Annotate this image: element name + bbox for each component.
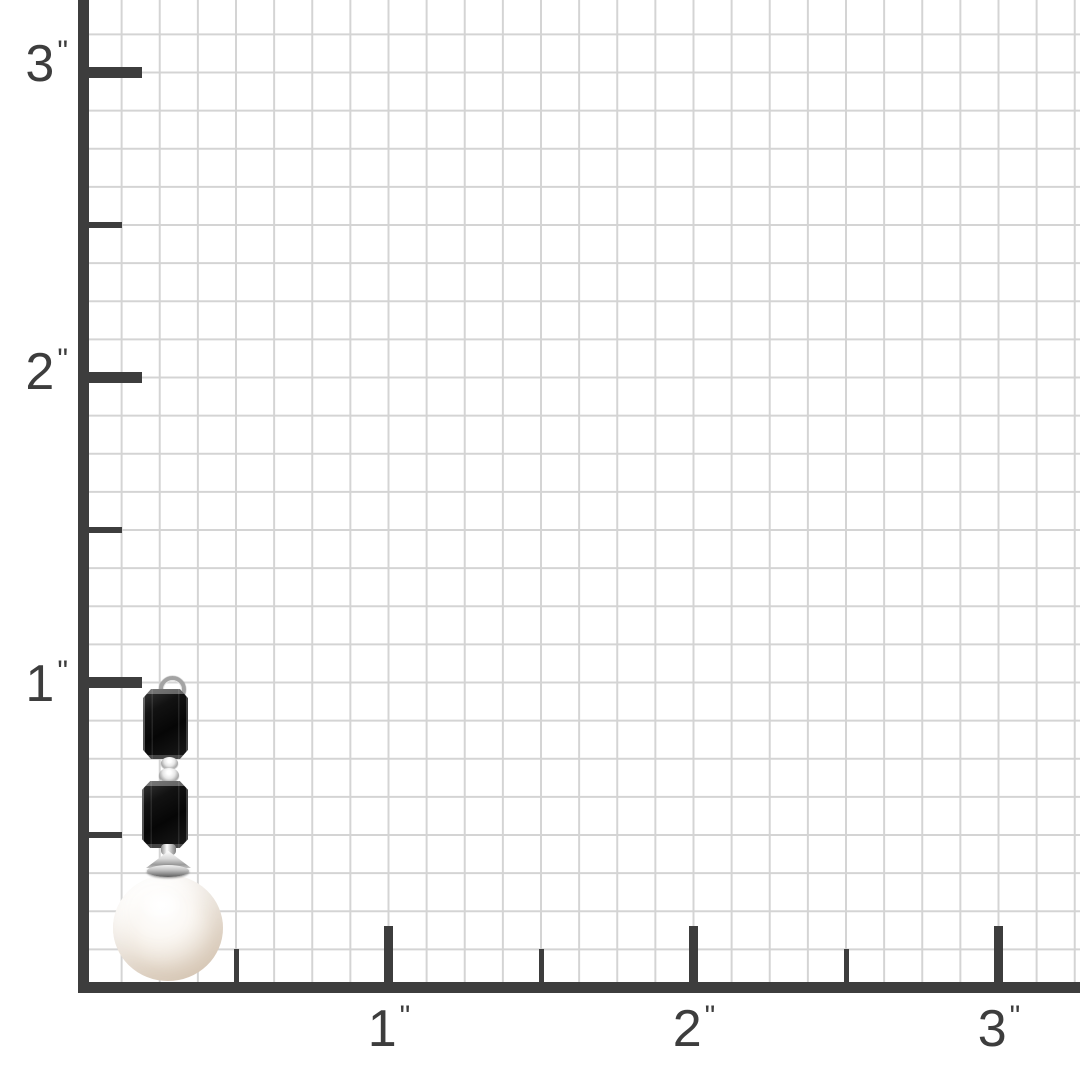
y-tick-2half-inch — [83, 222, 122, 228]
y-tick-3-inch — [83, 67, 142, 78]
silver-spacer-bead-small — [161, 757, 178, 769]
x-label-3-value: 3 — [977, 1000, 1007, 1058]
x-tick-1-inch — [384, 926, 393, 982]
x-tick-1half-inch — [539, 949, 544, 982]
measurement-grid — [83, 0, 1080, 982]
silver-cap-knob — [161, 844, 176, 855]
y-axis-label-2in: 2 " — [0, 343, 68, 401]
inch-mark: " — [57, 35, 68, 68]
silver-spacer-bead-large — [159, 768, 179, 782]
y-axis-label-3in: 3 " — [0, 35, 68, 93]
y-label-1-value: 1 — [25, 655, 55, 713]
black-emerald-cut-bead-upper — [143, 689, 188, 759]
y-tick-2-inch — [83, 372, 142, 383]
silver-bead-cap-rim — [147, 865, 189, 877]
x-tick-3-inch — [994, 926, 1003, 982]
y-tick-1half-inch — [83, 527, 122, 533]
y-label-3-value: 3 — [25, 35, 55, 93]
inch-mark: " — [1009, 1000, 1021, 1033]
x-axis-label-3in: 3 " — [929, 1000, 1069, 1058]
y-axis-label-1in: 1 " — [0, 655, 68, 713]
x-tick-2half-inch — [844, 949, 849, 982]
inch-mark: " — [57, 343, 68, 376]
y-axis-line — [78, 0, 89, 993]
x-tick-half-inch — [234, 949, 239, 982]
inch-mark: " — [704, 1000, 716, 1033]
black-emerald-cut-bead-lower — [142, 781, 188, 848]
x-label-2-value: 2 — [672, 1000, 702, 1058]
y-tick-half-inch — [83, 832, 122, 838]
x-axis-label-2in: 2 " — [624, 1000, 764, 1058]
x-axis-line — [78, 982, 1080, 993]
inch-mark: " — [399, 1000, 411, 1033]
inch-mark: " — [57, 655, 68, 688]
white-pearl — [113, 875, 223, 981]
x-axis-label-1in: 1 " — [319, 1000, 459, 1058]
x-label-1-value: 1 — [367, 1000, 397, 1058]
y-tick-1-inch — [83, 677, 142, 688]
y-label-2-value: 2 — [25, 343, 55, 401]
x-tick-2-inch — [689, 926, 698, 982]
